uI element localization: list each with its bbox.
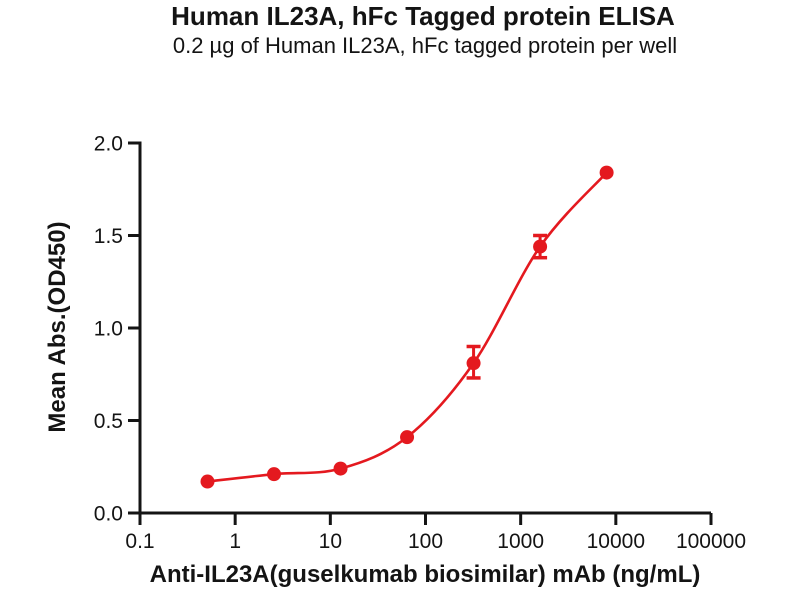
axes bbox=[138, 141, 711, 515]
x-tick-label: 100000 bbox=[676, 530, 746, 553]
x-axis-title: Anti-IL23A(guselkumab biosimilar) mAb (n… bbox=[149, 561, 701, 588]
data-point-marker bbox=[200, 474, 215, 489]
data-point-marker bbox=[333, 461, 348, 476]
x-tick-label: 1000 bbox=[497, 530, 544, 553]
y-tick-label: 0.5 bbox=[94, 410, 123, 433]
x-tick-label: 10000 bbox=[587, 530, 645, 553]
data-point-marker bbox=[533, 239, 548, 254]
x-tick-label: 1 bbox=[229, 530, 241, 553]
x-ticks: 0.1 1 10 100 1000 10000 100000 bbox=[125, 513, 746, 553]
y-tick-label: 1.0 bbox=[94, 318, 123, 341]
chart-subtitle: 0.2 µg of Human IL23A, hFc tagged protei… bbox=[172, 33, 678, 58]
x-tick-label: 100 bbox=[408, 530, 443, 553]
chart-title: Human IL23A, hFc Tagged protein ELISA bbox=[171, 1, 675, 31]
y-tick-label: 0.0 bbox=[94, 503, 123, 526]
data-points bbox=[200, 165, 614, 489]
data-point-marker bbox=[599, 165, 614, 180]
y-ticks: 0.0 0.5 1.0 1.5 2.0 bbox=[94, 133, 140, 526]
data-point-marker bbox=[267, 467, 282, 482]
x-tick-label: 10 bbox=[319, 530, 342, 553]
data-point-marker bbox=[466, 356, 481, 371]
data-point-marker bbox=[400, 430, 415, 445]
y-tick-label: 1.5 bbox=[94, 225, 123, 248]
x-tick-label: 0.1 bbox=[125, 530, 154, 553]
y-tick-label: 2.0 bbox=[94, 133, 123, 156]
